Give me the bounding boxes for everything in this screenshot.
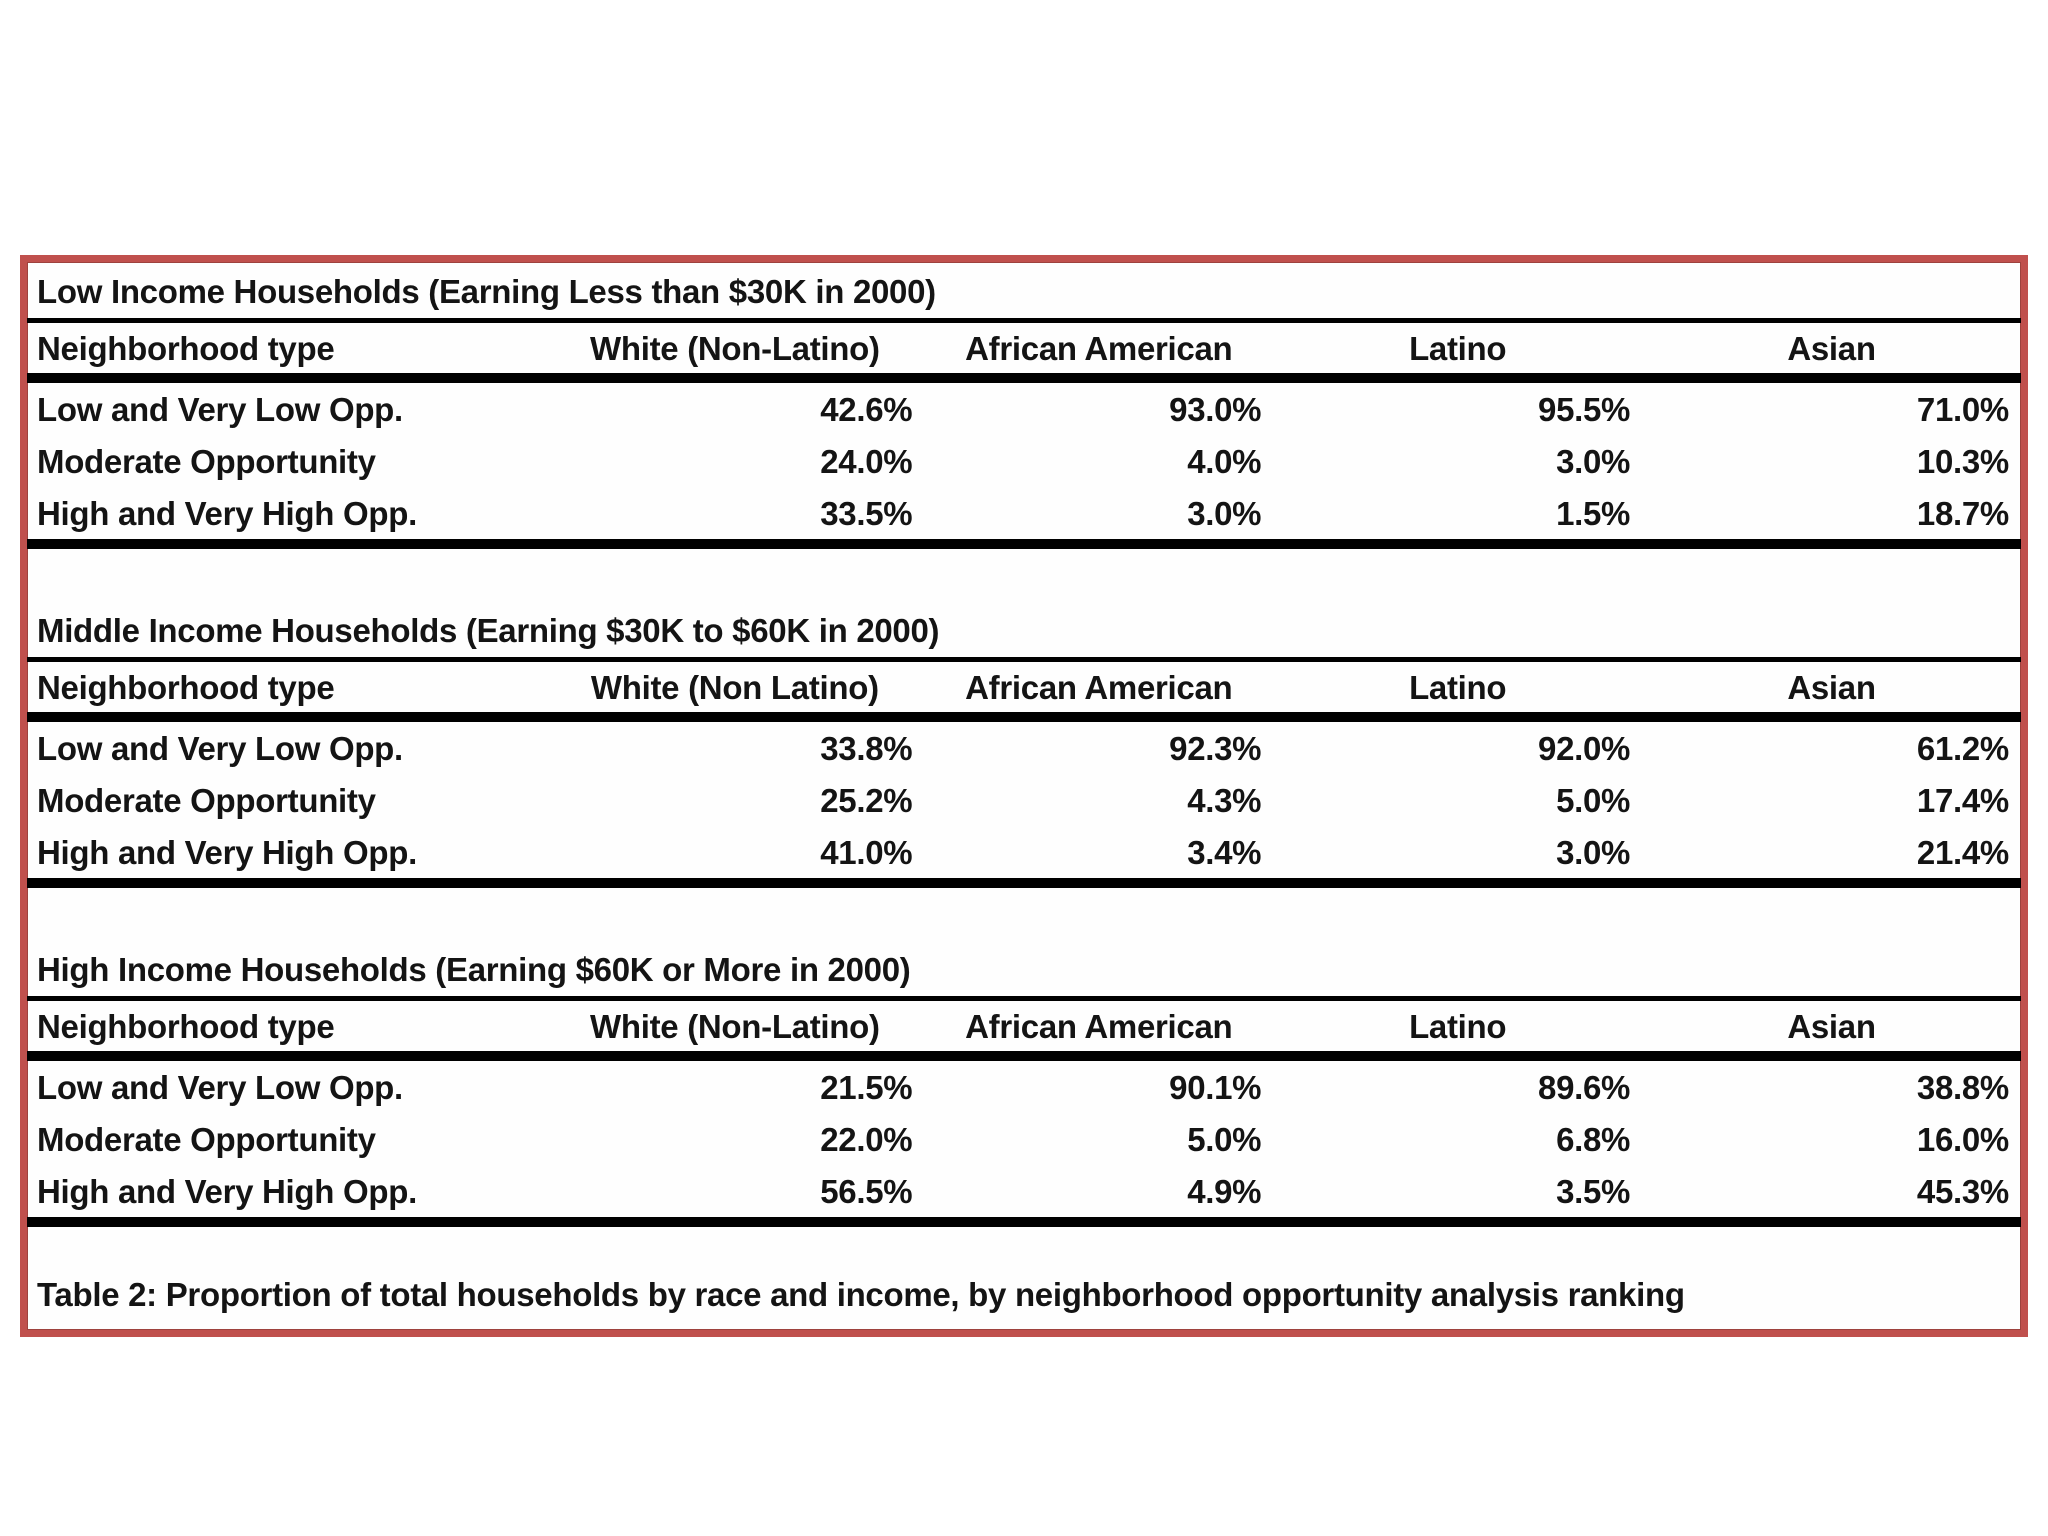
table-row: Low and Very Low Opp. 42.6% 93.0% 95.5% … (27, 383, 2021, 435)
column-header-neighborhood-type: Neighborhood type (37, 668, 335, 706)
column-header-african-american: African American (965, 1007, 1233, 1045)
cell-value: 5.0% (1556, 781, 1631, 819)
section-middle-income: Middle Income Households (Earning $30K t… (27, 611, 2021, 888)
row-label: Low and Very Low Opp. (37, 729, 403, 767)
column-header-white: White (Non-Latino) (590, 1007, 880, 1045)
table-row: Low and Very Low Opp. 21.5% 90.1% 89.6% … (27, 1061, 2021, 1113)
cell-value: 61.2% (1916, 729, 2009, 767)
cell-value: 92.3% (1169, 729, 1262, 767)
cell-value: 89.6% (1538, 1068, 1631, 1106)
section-low-income: Low Income Households (Earning Less than… (27, 272, 2021, 549)
column-header-latino: Latino (1409, 668, 1507, 706)
cell-value: 21.4% (1916, 833, 2009, 871)
cell-value: 21.5% (820, 1068, 913, 1106)
divider (27, 996, 2021, 1001)
cell-value: 33.5% (820, 494, 913, 532)
cell-value: 1.5% (1556, 494, 1631, 532)
cell-value: 41.0% (820, 833, 913, 871)
cell-value: 71.0% (1916, 390, 2009, 428)
table-row: Moderate Opportunity 25.2% 4.3% 5.0% 17.… (27, 774, 2021, 826)
column-header-african-american: African American (965, 329, 1233, 367)
row-label: High and Very High Opp. (37, 833, 417, 871)
column-header-neighborhood-type: Neighborhood type (37, 329, 335, 367)
column-header-asian: Asian (1787, 329, 1876, 367)
divider (27, 878, 2021, 888)
cell-value: 16.0% (1916, 1120, 2009, 1158)
column-header-asian: Asian (1787, 1007, 1876, 1045)
column-header-neighborhood-type: Neighborhood type (37, 1007, 335, 1045)
cell-value: 4.0% (1187, 442, 1262, 480)
table-header-row: Neighborhood type White (Non-Latino) Afr… (27, 1001, 2021, 1051)
cell-value: 24.0% (820, 442, 913, 480)
cell-value: 22.0% (820, 1120, 913, 1158)
section-title: High Income Households (Earning $60K or … (37, 951, 911, 988)
divider (27, 657, 2021, 662)
row-label: Low and Very Low Opp. (37, 390, 403, 428)
cell-value: 95.5% (1538, 390, 1631, 428)
section-title: Middle Income Households (Earning $30K t… (37, 612, 940, 649)
cell-value: 10.3% (1916, 442, 2009, 480)
cell-value: 3.4% (1187, 833, 1262, 871)
cell-value: 93.0% (1169, 390, 1262, 428)
table-caption: Table 2: Proportion of total households … (37, 1276, 1685, 1313)
column-header-white: White (Non-Latino) (590, 329, 880, 367)
table-row: High and Very High Opp. 33.5% 3.0% 1.5% … (27, 487, 2021, 539)
section-title: Low Income Households (Earning Less than… (37, 273, 936, 310)
cell-value: 6.8% (1556, 1120, 1631, 1158)
table-row: Low and Very Low Opp. 33.8% 92.3% 92.0% … (27, 722, 2021, 774)
table-row: Moderate Opportunity 24.0% 4.0% 3.0% 10.… (27, 435, 2021, 487)
row-label: High and Very High Opp. (37, 494, 417, 532)
table-row: Moderate Opportunity 22.0% 5.0% 6.8% 16.… (27, 1113, 2021, 1165)
cell-value: 4.9% (1187, 1172, 1262, 1210)
table-row: High and Very High Opp. 41.0% 3.4% 3.0% … (27, 826, 2021, 878)
cell-value: 56.5% (820, 1172, 913, 1210)
column-header-asian: Asian (1787, 668, 1876, 706)
cell-value: 42.6% (820, 390, 913, 428)
divider (27, 712, 2021, 722)
cell-value: 38.8% (1916, 1068, 2009, 1106)
section-high-income: High Income Households (Earning $60K or … (27, 950, 2021, 1227)
cell-value: 3.5% (1556, 1172, 1631, 1210)
cell-value: 33.8% (820, 729, 913, 767)
table-frame: Low Income Households (Earning Less than… (20, 255, 2028, 1337)
column-header-latino: Latino (1409, 1007, 1507, 1045)
table-row: High and Very High Opp. 56.5% 4.9% 3.5% … (27, 1165, 2021, 1217)
row-label: Low and Very Low Opp. (37, 1068, 403, 1106)
cell-value: 18.7% (1916, 494, 2009, 532)
cell-value: 45.3% (1916, 1172, 2009, 1210)
divider (27, 1051, 2021, 1061)
cell-value: 92.0% (1538, 729, 1631, 767)
divider (27, 539, 2021, 549)
cell-value: 90.1% (1169, 1068, 1262, 1106)
column-header-white: White (Non Latino) (590, 668, 879, 706)
cell-value: 5.0% (1187, 1120, 1262, 1158)
cell-value: 3.0% (1187, 494, 1262, 532)
divider (27, 318, 2021, 323)
cell-value: 3.0% (1556, 442, 1631, 480)
divider (27, 1217, 2021, 1227)
divider (27, 373, 2021, 383)
cell-value: 17.4% (1916, 781, 2009, 819)
table-header-row: Neighborhood type White (Non Latino) Afr… (27, 662, 2021, 712)
cell-value: 4.3% (1187, 781, 1262, 819)
cell-value: 25.2% (820, 781, 913, 819)
column-header-latino: Latino (1409, 329, 1507, 367)
row-label: High and Very High Opp. (37, 1172, 417, 1210)
table-header-row: Neighborhood type White (Non-Latino) Afr… (27, 323, 2021, 373)
row-label: Moderate Opportunity (37, 442, 376, 480)
row-label: Moderate Opportunity (37, 1120, 376, 1158)
cell-value: 3.0% (1556, 833, 1631, 871)
column-header-african-american: African American (965, 668, 1233, 706)
row-label: Moderate Opportunity (37, 781, 376, 819)
